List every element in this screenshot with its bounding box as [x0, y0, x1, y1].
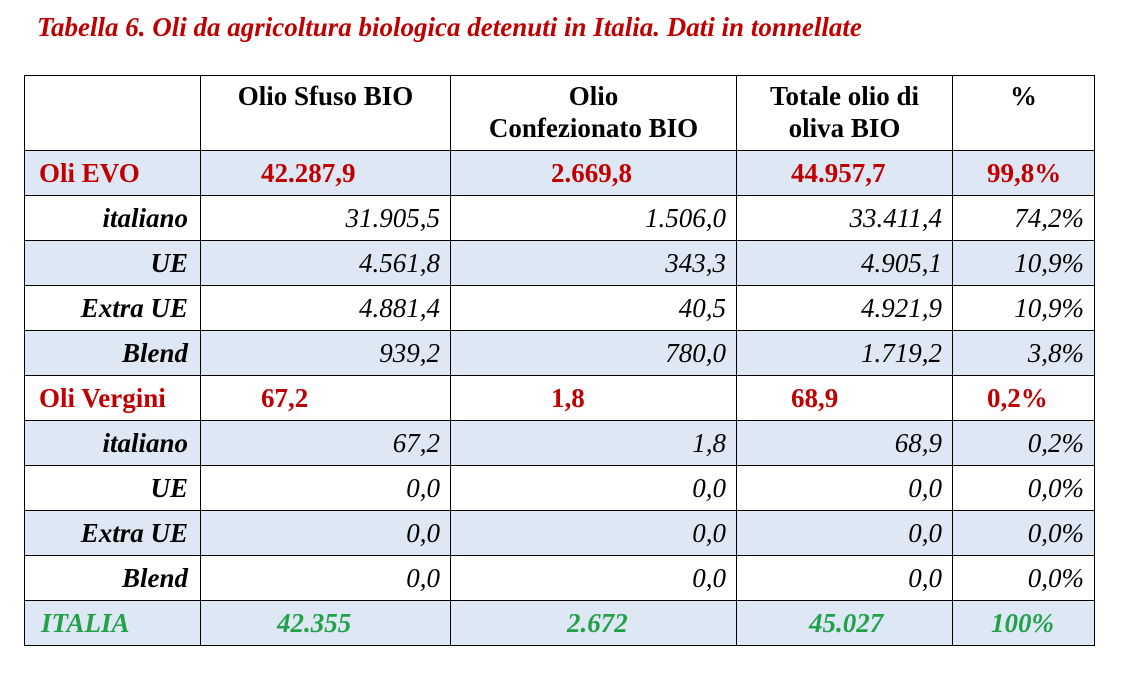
cell-percent: 0,0% [952, 465, 1095, 511]
cell-sfuso: 67,2 [200, 375, 451, 421]
cell-percent: 100% [952, 600, 1095, 646]
row-label: Oli EVO [24, 150, 201, 196]
cell-confezionato: 1,8 [450, 375, 737, 421]
row-label: Blend [24, 555, 201, 601]
cell-percent: 3,8% [952, 330, 1095, 376]
table-row-total: ITALIA 42.355 2.672 45.027 100% [24, 600, 1095, 646]
cell-totale: 0,0 [736, 510, 953, 556]
table-row: UE 4.561,8 343,3 4.905,1 10,9% [24, 240, 1095, 286]
cell-confezionato: 40,5 [450, 285, 737, 331]
cell-percent: 0,2% [952, 375, 1095, 421]
cell-sfuso: 42.355 [200, 600, 451, 646]
table-row: Oli EVO 42.287,9 2.669,8 44.957,7 99,8% [24, 150, 1095, 196]
cell-percent: 10,9% [952, 240, 1095, 286]
header-cell-empty [24, 75, 201, 151]
cell-confezionato: 343,3 [450, 240, 737, 286]
table-row: Extra UE 0,0 0,0 0,0 0,0% [24, 510, 1095, 556]
table-row: Extra UE 4.881,4 40,5 4.921,9 10,9% [24, 285, 1095, 331]
cell-confezionato: 780,0 [450, 330, 737, 376]
row-label: Extra UE [24, 510, 201, 556]
cell-totale: 45.027 [736, 600, 953, 646]
table-row: Blend 939,2 780,0 1.719,2 3,8% [24, 330, 1095, 376]
header-cell-confezionato: Olio Confezionato BIO [450, 75, 737, 151]
row-label: Extra UE [24, 285, 201, 331]
cell-totale: 0,0 [736, 555, 953, 601]
cell-sfuso: 0,0 [200, 555, 451, 601]
cell-confezionato: 1.506,0 [450, 195, 737, 241]
cell-sfuso: 0,0 [200, 510, 451, 556]
table-row: italiano 67,2 1,8 68,9 0,2% [24, 420, 1095, 466]
cell-confezionato: 2.669,8 [450, 150, 737, 196]
row-label: italiano [24, 420, 201, 466]
table-row: Blend 0,0 0,0 0,0 0,0% [24, 555, 1095, 601]
cell-percent: 99,8% [952, 150, 1095, 196]
row-label: italiano [24, 195, 201, 241]
header-cell-sfuso: Olio Sfuso BIO [200, 75, 451, 151]
header-cell-totale: Totale olio di oliva BIO [736, 75, 953, 151]
cell-totale: 0,0 [736, 465, 953, 511]
row-label: Oli Vergini [24, 375, 201, 421]
cell-confezionato: 0,0 [450, 465, 737, 511]
cell-totale: 1.719,2 [736, 330, 953, 376]
row-label: UE [24, 240, 201, 286]
cell-totale: 44.957,7 [736, 150, 953, 196]
cell-sfuso: 31.905,5 [200, 195, 451, 241]
header-cell-percent: % [952, 75, 1095, 151]
cell-confezionato: 0,0 [450, 555, 737, 601]
cell-percent: 74,2% [952, 195, 1095, 241]
cell-sfuso: 67,2 [200, 420, 451, 466]
cell-totale: 4.921,9 [736, 285, 953, 331]
cell-percent: 10,9% [952, 285, 1095, 331]
cell-totale: 4.905,1 [736, 240, 953, 286]
cell-sfuso: 4.881,4 [200, 285, 451, 331]
cell-totale: 33.411,4 [736, 195, 953, 241]
cell-percent: 0,0% [952, 510, 1095, 556]
table-row: UE 0,0 0,0 0,0 0,0% [24, 465, 1095, 511]
cell-confezionato: 1,8 [450, 420, 737, 466]
cell-totale: 68,9 [736, 375, 953, 421]
cell-sfuso: 0,0 [200, 465, 451, 511]
cell-totale: 68,9 [736, 420, 953, 466]
table-title: Tabella 6. Oli da agricoltura biologica … [37, 12, 862, 42]
row-label: UE [24, 465, 201, 511]
cell-sfuso: 939,2 [200, 330, 451, 376]
cell-percent: 0,2% [952, 420, 1095, 466]
cell-sfuso: 42.287,9 [200, 150, 451, 196]
row-label: Blend [24, 330, 201, 376]
row-label: ITALIA [24, 600, 201, 646]
cell-percent: 0,0% [952, 555, 1095, 601]
header-row: Olio Sfuso BIO Olio Confezionato BIO Tot… [24, 75, 1095, 151]
cell-confezionato: 0,0 [450, 510, 737, 556]
table-row: italiano 31.905,5 1.506,0 33.411,4 74,2% [24, 195, 1095, 241]
cell-confezionato: 2.672 [450, 600, 737, 646]
table-row: Oli Vergini 67,2 1,8 68,9 0,2% [24, 375, 1095, 421]
data-table: Olio Sfuso BIO Olio Confezionato BIO Tot… [24, 75, 1095, 646]
cell-sfuso: 4.561,8 [200, 240, 451, 286]
